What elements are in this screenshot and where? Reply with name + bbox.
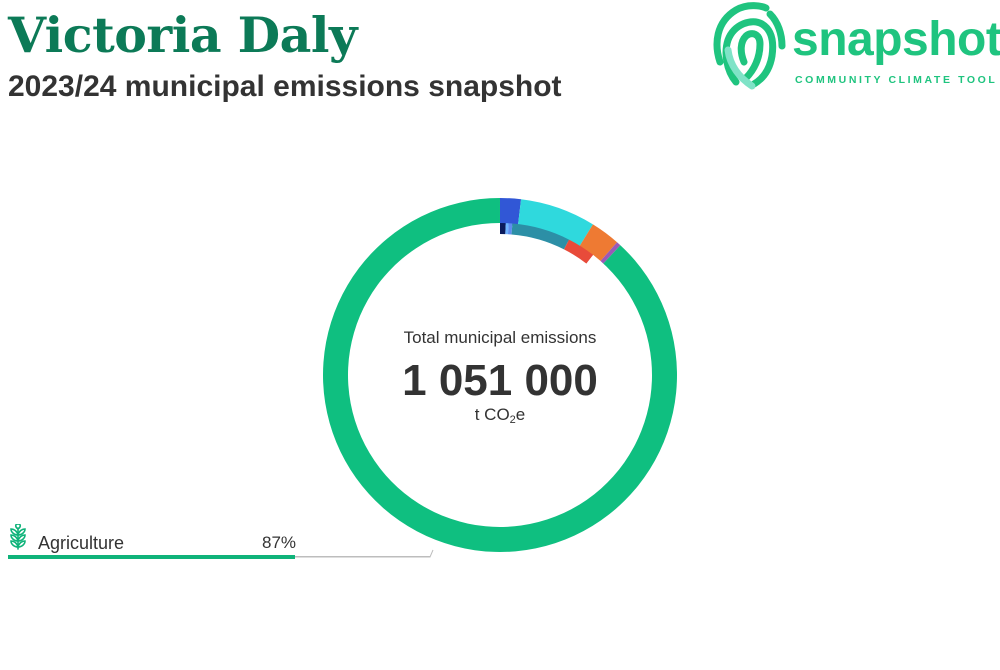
total-emissions-unit: t CO2e — [474, 405, 526, 426]
inner-ring-slice-4[interactable] — [564, 239, 594, 264]
logo-wordmark: snapshot — [792, 13, 1000, 66]
outer-ring-slice-0[interactable] — [500, 198, 522, 227]
legend-percent: 87% — [262, 533, 297, 552]
logo-tagline: COMMUNITY CLIMATE TOOL — [795, 74, 998, 86]
legend-leader-line — [290, 549, 434, 558]
fingerprint-logo-icon — [713, 2, 786, 90]
legend-bar — [8, 555, 296, 559]
total-emissions-value: 1 051 000 — [402, 356, 598, 405]
outer-ring-slice-3[interactable] — [599, 242, 621, 266]
inner-ring-slice-0[interactable] — [500, 223, 506, 235]
legend-label: Agriculture — [38, 533, 125, 553]
total-emissions-label: Total municipal emissions — [403, 328, 597, 347]
page-title: Victoria Daly — [8, 6, 358, 64]
snapshot-logo: snapshot COMMUNITY CLIMATE TOOL — [712, 0, 1000, 92]
outer-ring-slice-1[interactable] — [517, 199, 593, 248]
inner-ring-slice-3[interactable] — [511, 223, 570, 250]
inner-ring-slice-1[interactable] — [505, 223, 509, 235]
inner-ring-slice-2[interactable] — [507, 223, 513, 235]
wheat-icon — [10, 524, 26, 550]
page-subtitle: 2023/24 municipal emissions snapshot — [8, 70, 562, 103]
legend-row-agriculture[interactable]: Agriculture 87% — [8, 522, 438, 562]
